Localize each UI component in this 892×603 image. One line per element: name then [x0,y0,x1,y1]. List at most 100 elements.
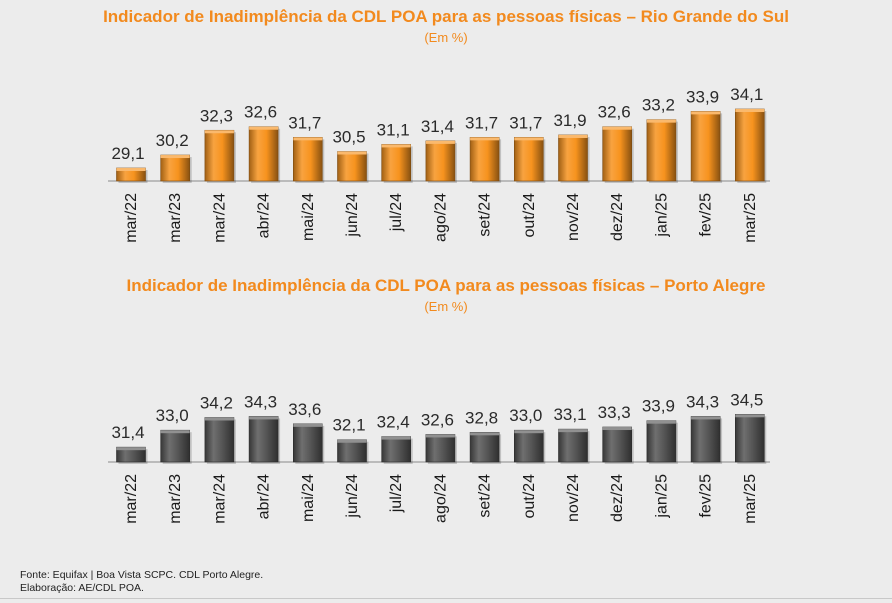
bar [469,137,500,182]
bar-highlight [691,111,721,115]
x-tick-label: mai/24 [300,193,317,241]
bar-highlight [249,126,279,130]
x-tick-label: nov/24 [565,474,582,522]
chart-rio-grande-do-sul: Indicador de Inadimplência da CDL POA pa… [0,0,892,270]
x-tick-label: ago/24 [432,193,449,242]
x-tick-label: fev/25 [698,193,715,237]
x-tick-label: jan/25 [653,474,670,519]
x-tick-label: set/24 [477,193,494,237]
bar-group: 31,7 [509,113,546,183]
data-label: 31,9 [553,111,586,130]
data-label: 34,3 [686,392,719,411]
bar-group: 29,1 [111,144,148,183]
bar [513,429,544,463]
bar-group: 34,2 [200,393,236,464]
bar-highlight [514,430,544,434]
bar-group: 32,4 [377,413,413,464]
x-tick-label: mar/22 [123,474,140,524]
data-label: 34,1 [730,85,763,104]
data-label: 31,4 [421,117,454,136]
data-label: 32,8 [465,408,498,427]
bar-highlight [337,151,367,155]
x-tick-label: mar/25 [742,474,759,524]
bar [381,436,412,463]
bar-group: 33,9 [686,87,723,183]
bar [160,429,190,463]
bar-group: 32,3 [200,106,236,183]
x-tick-label: jun/24 [344,193,361,238]
bar-highlight [293,137,323,141]
bar [248,416,279,463]
credit-note: Elaboração: AE/CDL POA. [20,582,144,594]
bar [425,434,456,463]
footer: Fonte: Equifax | Boa Vista SCPC. CDL Por… [20,569,263,595]
bar [292,137,323,182]
data-label: 32,6 [598,103,631,122]
x-tick-label: mar/23 [167,474,184,524]
bar-group: 32,6 [244,103,281,183]
bar [469,432,500,463]
bar [646,119,677,182]
x-tick-label: jul/24 [388,474,405,513]
bar-highlight [558,429,588,433]
x-tick-label: jul/24 [388,193,405,232]
bar-group: 33,3 [598,403,634,464]
bar-highlight [691,416,721,420]
bar-highlight [425,434,455,438]
data-label: 32,3 [200,106,233,125]
bar [381,144,412,182]
x-tick-label: set/24 [477,474,494,518]
bar-highlight [249,416,279,420]
bar-highlight [204,130,234,134]
bar-highlight [602,427,632,431]
bar-highlight [116,168,146,172]
bar [602,426,633,463]
divider [0,598,892,599]
bar [204,417,235,463]
x-tick-label: mar/24 [211,193,228,243]
bar [204,129,235,182]
bar-highlight [558,134,588,138]
bar [513,137,544,182]
bar-highlight [116,447,146,451]
bar-highlight [735,109,765,113]
data-label: 31,7 [288,113,321,132]
bar-group: 32,8 [465,408,502,464]
bar-group: 33,6 [288,400,325,464]
x-tick-label: mai/24 [300,474,317,522]
bar [734,108,765,182]
x-tick-label: out/24 [521,193,538,238]
data-label: 31,7 [465,113,498,132]
bar-highlight [735,414,765,418]
x-tick-label: dez/24 [609,193,626,241]
x-tick-label: abr/24 [256,474,273,519]
data-label: 33,9 [686,87,719,106]
x-tick-label: mar/22 [123,193,140,243]
bar [425,140,456,182]
data-label: 30,2 [156,131,189,150]
chart-subtitle: (Em %) [424,299,468,314]
data-label: 33,0 [509,406,542,425]
x-tick-label: mar/23 [167,193,184,243]
bar [602,126,633,182]
bar [690,111,721,182]
x-tick-label: abr/24 [256,193,273,238]
bar-group: 32,6 [421,410,457,464]
bar-highlight [425,140,455,144]
bar-group: 33,0 [509,406,546,464]
bar-group: 30,2 [156,131,192,183]
bar [292,423,323,463]
source-note: Fonte: Equifax | Boa Vista SCPC. CDL Por… [20,569,264,581]
bar-highlight [293,423,323,427]
bar [558,134,588,182]
x-tick-label: mar/24 [211,474,228,524]
x-tick-label: dez/24 [609,474,626,522]
data-label: 34,2 [200,393,233,412]
bar [337,439,367,463]
data-label: 31,4 [111,423,144,442]
bar [690,416,721,463]
data-label: 32,1 [332,416,365,435]
bar-highlight [160,155,190,159]
chart-title: Indicador de Inadimplência da CDL POA pa… [103,7,789,26]
bar-group: 34,3 [686,392,723,464]
